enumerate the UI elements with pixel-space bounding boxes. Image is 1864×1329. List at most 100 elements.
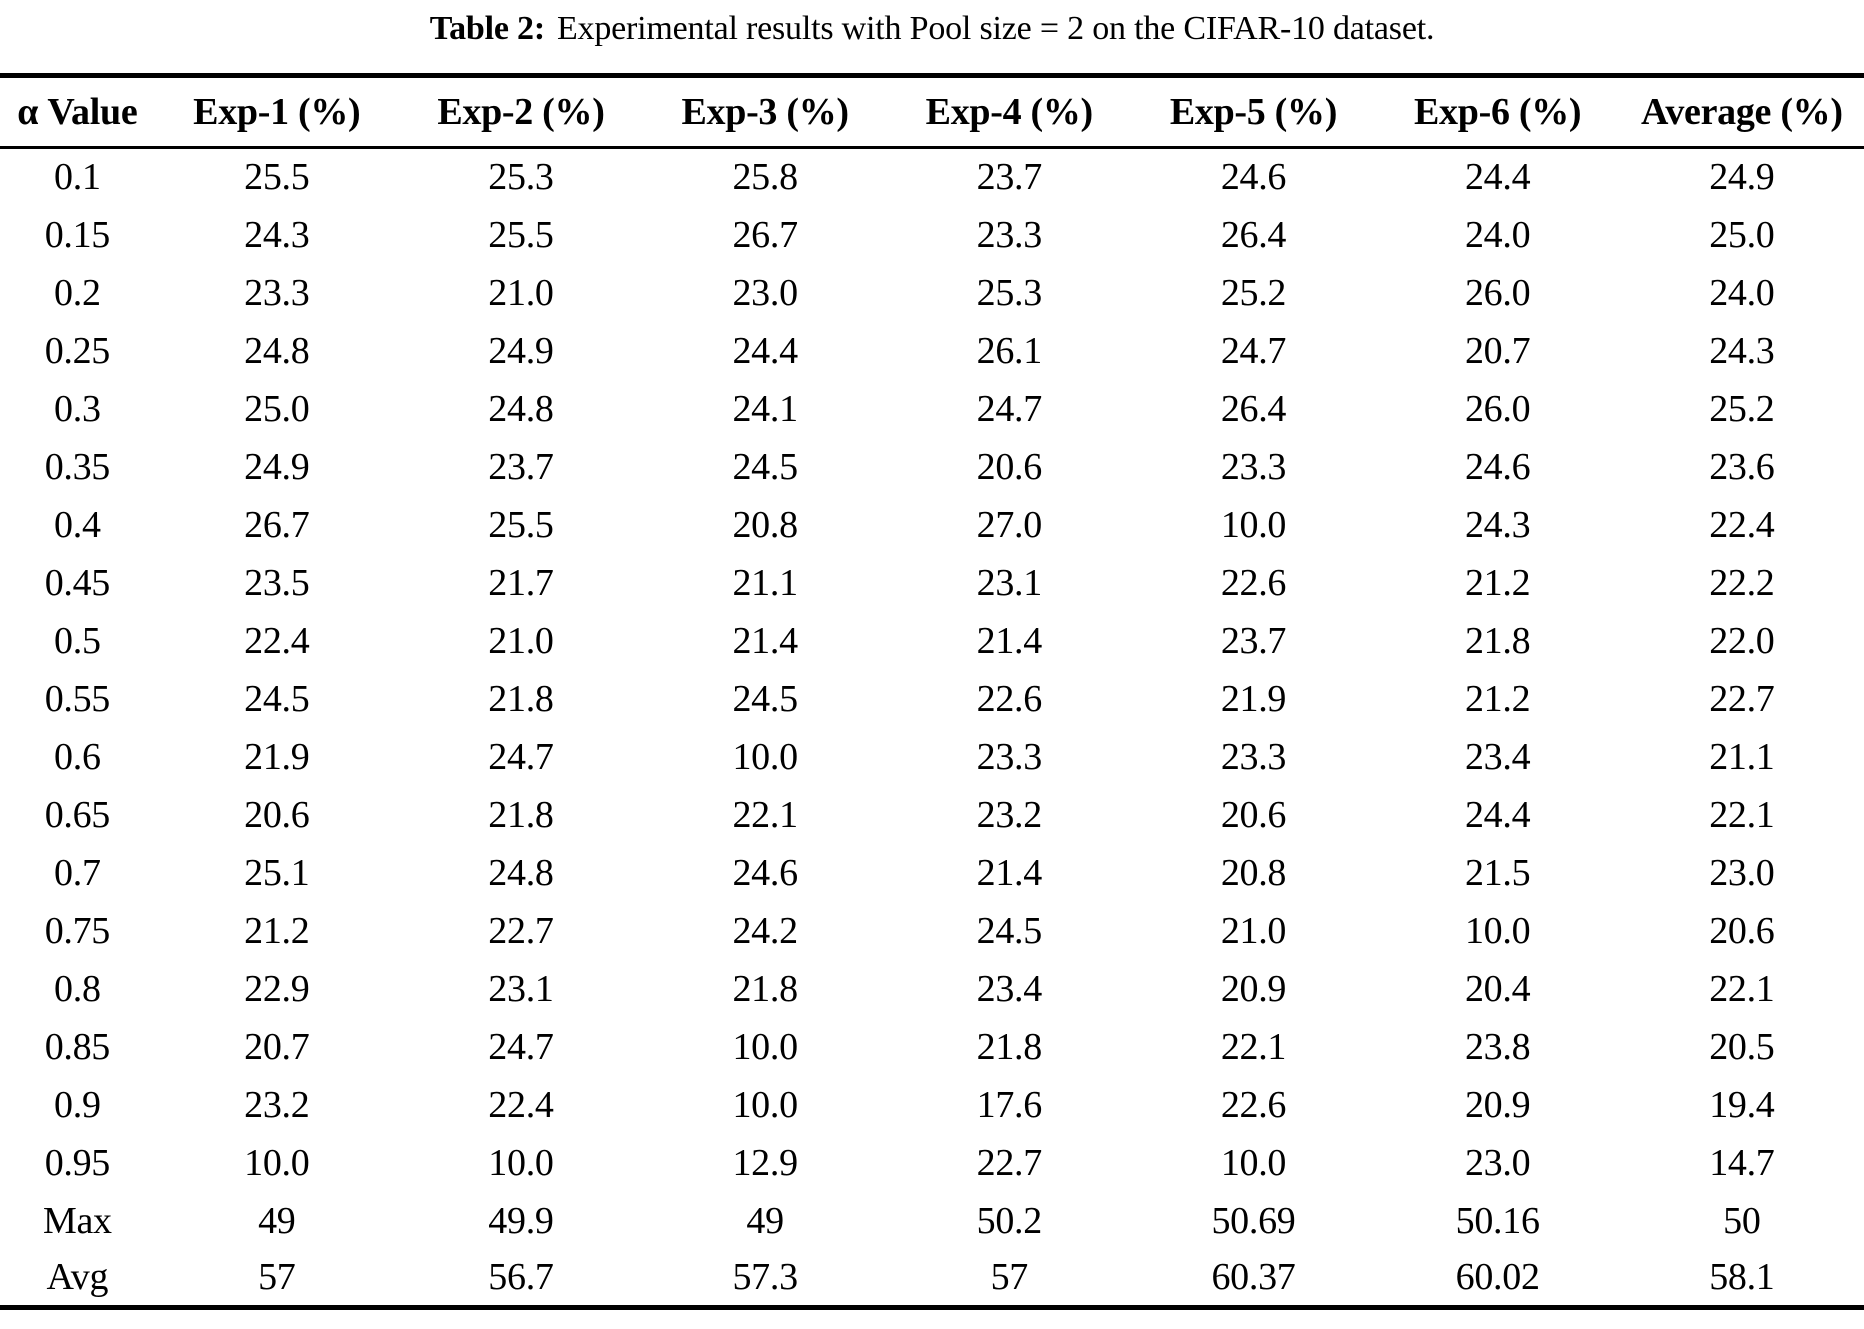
result-cell: 22.4 [488, 1083, 554, 1126]
result-cell: 24.7 [976, 387, 1043, 430]
alpha-value-cell: 0.25 [44, 329, 111, 372]
result-cell: 22.6 [976, 677, 1043, 720]
result-cell: 24.9 [488, 329, 554, 372]
result-cell: 22.7 [488, 909, 554, 952]
result-cell: 25.3 [976, 271, 1043, 314]
alpha-value-cell: 0.75 [44, 909, 111, 952]
result-cell: 24.0 [1464, 213, 1531, 256]
result-cell: 23.0 [732, 271, 798, 314]
column-header: Exp-4 (%) [887, 75, 1132, 149]
result-cell: 21.5 [1464, 851, 1531, 894]
result-cell: 21.8 [1464, 619, 1531, 662]
result-cell: 24.3 [244, 213, 310, 256]
result-cell: 20.6 [976, 445, 1043, 488]
result-cell: 20.4 [1464, 967, 1531, 1010]
alpha-value-cell: 0.2 [54, 271, 101, 314]
result-cell: 10.0 [1220, 1141, 1287, 1184]
result-cell: 49 [746, 1199, 784, 1242]
table-row: 0.4 26.7 25.5 20.8 27.0 10.0 24.3 22.4 [0, 496, 1864, 554]
result-cell: 57.3 [732, 1256, 798, 1299]
result-cell: 20.9 [1220, 967, 1287, 1010]
result-cell: 24.4 [1464, 793, 1531, 836]
result-cell: 24.1 [732, 387, 798, 430]
result-cell: 23.3 [1220, 735, 1287, 778]
result-cell: 50.16 [1455, 1199, 1540, 1242]
result-cell: 21.0 [488, 619, 554, 662]
result-cell: 20.6 [1220, 793, 1287, 836]
result-cell: 25.2 [1220, 271, 1287, 314]
result-cell: 12.9 [732, 1141, 798, 1184]
result-cell: 50.2 [976, 1199, 1043, 1242]
table-row: 0.9 23.2 22.4 10.0 17.6 22.6 20.9 19.4 [0, 1076, 1864, 1134]
result-cell: 21.4 [976, 619, 1043, 662]
result-cell: 23.1 [976, 561, 1043, 604]
result-cell: 25.2 [1709, 387, 1775, 430]
result-cell: 21.8 [488, 677, 554, 720]
result-cell: 21.0 [1220, 909, 1287, 952]
column-header: Exp-2 (%) [398, 75, 644, 149]
alpha-value-cell: 0.15 [44, 213, 111, 256]
result-cell: 23.8 [1464, 1025, 1531, 1068]
table-caption-label: Table 2: [429, 9, 545, 47]
result-cell: 23.7 [488, 445, 554, 488]
result-cell: 23.0 [1464, 1141, 1531, 1184]
result-cell: 21.9 [244, 735, 310, 778]
result-cell: 21.9 [1220, 677, 1287, 720]
table-header-row: α Value Exp-1 (%) Exp-2 (%) Exp-3 (%) Exp-4 … [0, 75, 1864, 149]
result-cell: 23.3 [1220, 445, 1287, 488]
result-cell: 22.9 [244, 967, 310, 1010]
table-row: 0.35 24.9 23.7 24.5 20.6 23.3 24.6 23.6 [0, 438, 1864, 496]
table-row: 0.15 24.3 25.5 26.7 23.3 26.4 24.0 25.0 [0, 206, 1864, 264]
result-cell: 21.0 [488, 271, 554, 314]
alpha-value-cell: 0.9 [54, 1083, 101, 1126]
result-cell: 25.3 [488, 156, 554, 199]
result-cell: 24.3 [1464, 503, 1531, 546]
result-cell: 24.8 [488, 851, 554, 894]
result-cell: 24.4 [1464, 156, 1531, 199]
result-cell: 23.2 [976, 793, 1043, 836]
table-row: 0.6 21.9 24.7 10.0 23.3 23.3 23.4 21.1 [0, 728, 1864, 786]
result-cell: 23.6 [1709, 445, 1775, 488]
result-cell: 25.5 [488, 503, 554, 546]
result-cell: 24.8 [488, 387, 554, 430]
result-cell: 20.5 [1709, 1025, 1775, 1068]
result-cell: 24.0 [1709, 271, 1775, 314]
result-cell: 24.5 [732, 677, 798, 720]
alpha-value-cell: 0.6 [54, 735, 101, 778]
result-cell: 21.4 [732, 619, 798, 662]
result-cell: 21.1 [732, 561, 798, 604]
column-header-alpha-value: α Value [0, 75, 155, 149]
result-cell: 23.7 [976, 156, 1043, 199]
alpha-value-cell: Max [42, 1199, 112, 1242]
result-cell: 20.7 [1464, 329, 1531, 372]
result-cell: 20.6 [244, 793, 310, 836]
column-header: Exp-1 (%) [154, 75, 399, 149]
result-cell: 23.4 [976, 967, 1043, 1010]
result-cell: 23.2 [244, 1083, 310, 1126]
result-cell: 10.0 [244, 1141, 310, 1184]
column-header: Exp-6 (%) [1375, 75, 1620, 149]
table-row: 0.95 10.0 10.0 12.9 22.7 10.0 23.0 14.7 [0, 1134, 1864, 1192]
result-cell: 23.1 [488, 967, 554, 1010]
result-cell: 21.2 [1464, 677, 1531, 720]
result-cell: 22.4 [244, 619, 310, 662]
result-cell: 49.9 [488, 1199, 554, 1242]
result-cell: 20.9 [1464, 1083, 1531, 1126]
result-cell: 60.37 [1211, 1256, 1296, 1299]
result-cell: 24.6 [1464, 445, 1531, 488]
result-cell: 23.7 [1220, 619, 1287, 662]
alpha-value-cell: 0.35 [44, 445, 111, 488]
table-header: α Value Exp-1 (%) Exp-2 (%) Exp-3 (%) Exp-4 … [0, 75, 1864, 149]
result-cell: 58.1 [1709, 1256, 1775, 1299]
result-cell: 22.1 [1709, 793, 1775, 836]
alpha-value-cell: 0.85 [44, 1025, 111, 1068]
result-cell: 25.0 [244, 387, 310, 430]
table-body: 0.1 25.5 25.3 25.8 23.7 24.6 24.4 24.9 0.15 24.3 2… [0, 148, 1864, 1308]
result-cell: 24.5 [732, 445, 798, 488]
result-cell: 23.4 [1464, 735, 1531, 778]
result-cell: 22.1 [732, 793, 798, 836]
result-cell: 22.0 [1709, 619, 1775, 662]
result-cell: 10.0 [1220, 503, 1287, 546]
result-cell: 10.0 [488, 1141, 554, 1184]
result-cell: 22.2 [1709, 561, 1775, 604]
